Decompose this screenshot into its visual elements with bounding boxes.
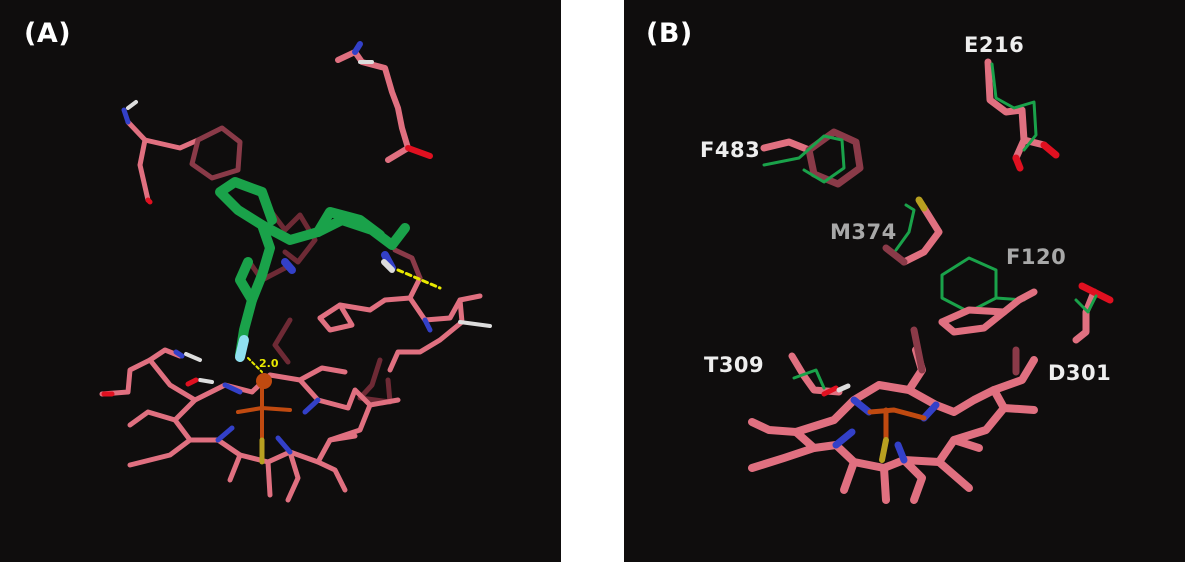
panel-b-molecular-view: (B) E216 F483 M374 F120 T309 D301 xyxy=(624,0,1185,562)
distance-label: 2.0 xyxy=(259,357,279,370)
residue-label-e216: E216 xyxy=(964,33,1025,57)
residue-label-m374: M374 xyxy=(830,220,897,244)
residue-f120-ligand-ring xyxy=(940,256,998,314)
residue-label-d301: D301 xyxy=(1048,361,1112,385)
panel-a-label: (A) xyxy=(24,18,72,49)
iron-atom xyxy=(256,373,272,389)
residue-right-chain xyxy=(317,247,492,373)
panel-a-structure xyxy=(99,41,492,503)
residue-f120 xyxy=(938,288,1038,336)
fluorine-atom xyxy=(235,335,249,362)
residue-top-left xyxy=(121,100,243,205)
residue-t309 xyxy=(788,352,843,396)
heme-porphyrin xyxy=(99,347,401,503)
residue-label-t309: T309 xyxy=(704,353,765,377)
residue-f483 xyxy=(760,128,864,188)
heme-porphyrin xyxy=(748,346,1038,504)
residue-label-f120: F120 xyxy=(1006,245,1067,269)
residue-d301 xyxy=(1072,282,1114,344)
panel-b-label: (B) xyxy=(646,18,693,49)
residue-e216 xyxy=(984,58,1060,172)
residue-label-f483: F483 xyxy=(700,138,761,162)
residue-top-right xyxy=(335,41,433,163)
ligand xyxy=(215,177,410,360)
residue-m374 xyxy=(882,196,943,266)
panel-a-molecular-view: (A) 2.0 xyxy=(0,0,561,562)
panel-b-structure xyxy=(748,58,1114,504)
